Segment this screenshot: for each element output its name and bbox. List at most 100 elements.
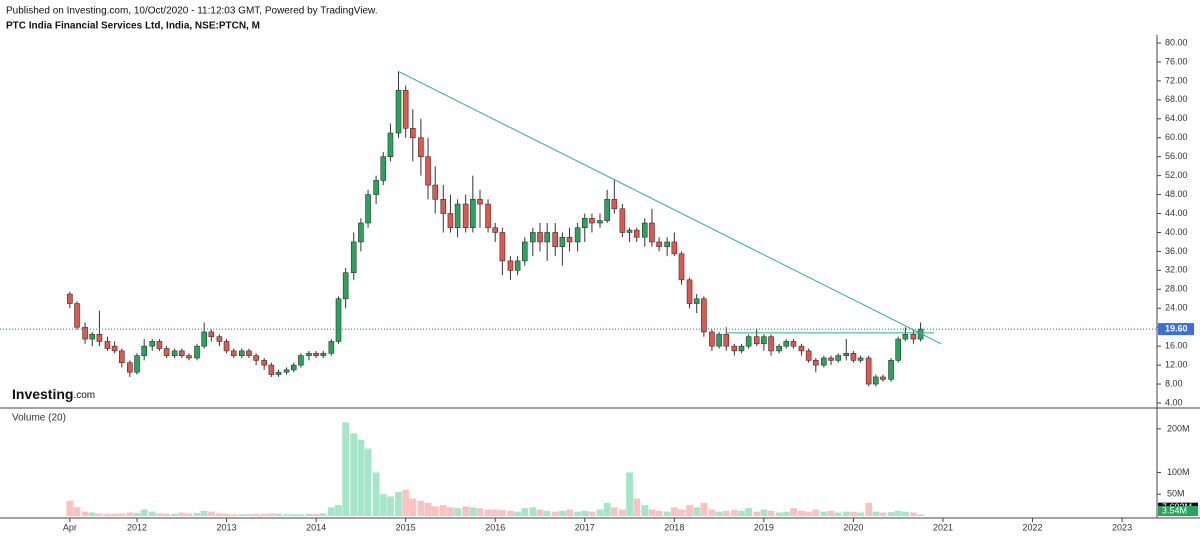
candle-body	[507, 260, 514, 271]
y-tick-label: 36.00	[1165, 246, 1188, 256]
candle-body	[597, 220, 603, 224]
candle-body	[118, 350, 125, 364]
x-tick-label: 2012	[127, 522, 147, 532]
candle-body	[462, 203, 469, 229]
volume-bar	[798, 510, 805, 516]
volume-bar	[305, 513, 313, 516]
volume-bar	[507, 510, 514, 516]
candle-body	[843, 352, 850, 356]
candle-body	[268, 364, 275, 375]
candle-body	[693, 298, 700, 304]
candle-body	[581, 217, 588, 229]
volume-bar	[551, 511, 559, 516]
candle-body	[380, 156, 387, 181]
y-tick-label: 48.00	[1165, 189, 1188, 199]
volume-bar	[350, 433, 358, 516]
volume-bar	[118, 513, 126, 516]
candle-body	[163, 348, 170, 356]
volume-bar	[820, 511, 828, 516]
brand: Investing.com	[12, 386, 95, 402]
volume-bar	[417, 500, 425, 516]
y-tick-label: 40.00	[1165, 227, 1188, 237]
y-tick-label: 80.00	[1165, 37, 1188, 47]
candle-body	[753, 336, 760, 345]
volume-bar	[133, 512, 141, 516]
candle-body	[186, 355, 192, 359]
candle-body	[261, 360, 267, 366]
y-tick-label: 60.00	[1165, 132, 1188, 142]
last-volume-box	[1158, 506, 1198, 516]
volume-bar	[111, 513, 119, 516]
volume-bar	[558, 510, 566, 516]
volume-bar	[178, 512, 186, 516]
volume-bar	[790, 508, 797, 516]
volume-bar	[223, 513, 230, 516]
candle-body	[432, 184, 439, 200]
volume-bar	[171, 513, 179, 516]
volume-bar	[156, 513, 163, 516]
candle-body	[530, 232, 536, 243]
volume-title: Volume (20)	[12, 413, 66, 424]
volume-bar	[626, 472, 633, 516]
x-tick-label: 2023	[1112, 522, 1132, 532]
volume-bar	[730, 509, 738, 516]
candle-body	[104, 341, 111, 349]
volume-bar	[200, 510, 208, 516]
volume-bar	[543, 510, 551, 516]
candle-body	[716, 334, 722, 347]
x-tick-label: 2013	[217, 522, 237, 532]
candle-body	[328, 341, 335, 354]
candle-body	[194, 345, 200, 359]
volume-bar	[850, 511, 857, 516]
volume-bar	[372, 472, 380, 516]
candle-body	[127, 362, 133, 373]
candle-body	[178, 350, 185, 356]
candle-body	[865, 357, 872, 385]
candle-body	[611, 199, 618, 210]
candle-body	[604, 199, 610, 221]
candle-body	[67, 293, 73, 304]
volume-bar	[66, 500, 74, 516]
candle-body	[470, 199, 476, 229]
volume-bar	[126, 512, 134, 516]
volume-bar	[887, 512, 895, 516]
volume-bar	[581, 510, 589, 516]
x-tick-label: 2017	[575, 522, 595, 532]
candle-body	[395, 90, 402, 134]
volume-bar	[216, 513, 223, 516]
candle-body	[373, 180, 379, 195]
volume-bar	[476, 508, 484, 516]
volume-bar	[618, 509, 626, 516]
volume-bar	[424, 502, 432, 516]
volume-bar	[760, 509, 768, 516]
candle-body	[485, 203, 491, 229]
volume-bar	[319, 513, 327, 516]
candle-body	[402, 90, 409, 129]
volume-bar	[678, 509, 685, 516]
volume-bar	[842, 511, 850, 516]
volume-bar	[917, 514, 924, 516]
y-tick-label: 8.00	[1165, 378, 1183, 388]
candle-body	[731, 345, 738, 352]
candle-body	[358, 222, 364, 243]
candle-body	[723, 334, 730, 347]
candle-body	[74, 303, 80, 328]
volume-bar	[364, 448, 372, 516]
candle-body	[365, 194, 371, 224]
volume-bar	[275, 513, 282, 516]
candle-body	[275, 371, 282, 375]
candle-body	[499, 232, 506, 262]
volume-bar	[327, 507, 335, 516]
volume-bar	[872, 511, 880, 516]
candle-body	[835, 355, 841, 361]
volume-bar	[610, 507, 618, 516]
volume-bar	[655, 510, 663, 516]
volume-bar	[245, 514, 253, 516]
candle-body	[111, 345, 118, 352]
candle-body	[821, 357, 827, 366]
x-tick-label: 2015	[396, 522, 416, 532]
x-tick-label: 2014	[306, 522, 326, 532]
x-tick-label: 2022	[1023, 522, 1043, 532]
